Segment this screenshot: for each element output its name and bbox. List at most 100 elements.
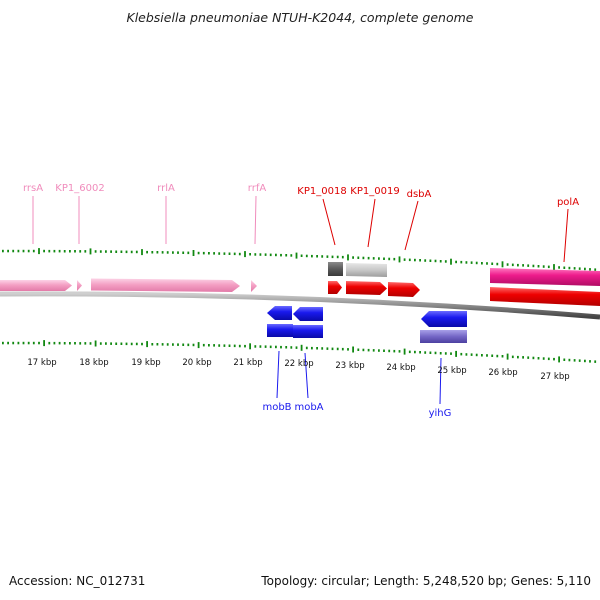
minor-tick (547, 265, 550, 269)
minor-tick (527, 264, 530, 267)
gene-KP1_0019-feature[interactable] (346, 281, 387, 295)
gene-mobB-feature[interactable] (267, 324, 293, 337)
minor-tick (486, 354, 488, 357)
minor-tick (187, 343, 190, 347)
minor-tick (372, 257, 375, 260)
scale-label: 27 kbp (540, 372, 569, 382)
major-tick (558, 356, 560, 363)
leader-yihG (439, 357, 442, 405)
gene-mobA-feature[interactable] (293, 325, 323, 338)
minor-tick (424, 259, 427, 262)
minor-tick (455, 260, 457, 264)
minor-tick (120, 250, 123, 253)
gene-label-polA[interactable]: polA (557, 197, 579, 208)
minor-tick (264, 345, 267, 348)
minor-tick (450, 352, 452, 355)
major-tick (295, 252, 298, 259)
major-tick (455, 350, 457, 357)
gene-yihG-feature[interactable] (421, 311, 467, 327)
minor-tick (17, 341, 20, 345)
inner-tick-row (2, 340, 597, 363)
gene-label-rrfA[interactable]: rrfA (248, 183, 267, 194)
gene-KP1_0019-pseudo-feature[interactable] (346, 263, 387, 277)
minor-tick (202, 343, 205, 347)
leader-mobB (276, 350, 280, 399)
minor-tick (578, 359, 581, 362)
minor-tick (460, 260, 463, 264)
gene-label-mobB[interactable]: mobB (262, 402, 291, 413)
gene-label-rrlA[interactable]: rrlA (157, 183, 175, 194)
minor-tick (43, 249, 45, 253)
minor-tick (275, 253, 277, 257)
minor-tick (357, 348, 360, 351)
gene-label-dsbA[interactable]: dsbA (407, 189, 432, 200)
gene-KP1_6002-feature[interactable] (77, 280, 82, 291)
gene-dsbA-feature[interactable] (388, 282, 420, 297)
gene-yihG-shadow-feature[interactable] (420, 330, 467, 343)
minor-tick (326, 347, 329, 350)
gene-label-mobA[interactable]: mobA (294, 402, 323, 413)
gene-rrfA-feature[interactable] (251, 280, 257, 292)
minor-tick (594, 360, 597, 363)
minor-tick (589, 268, 591, 271)
gene-polA-top-feature[interactable] (490, 268, 600, 286)
scale-label: 24 kbp (386, 363, 415, 373)
minor-tick (63, 342, 66, 345)
major-tick (352, 346, 354, 353)
minor-tick (53, 341, 56, 345)
gene-label-KP1_6002[interactable]: KP1_6002 (55, 183, 104, 194)
genome-backbone (0, 291, 600, 320)
major-tick (398, 256, 401, 263)
major-tick (501, 261, 504, 268)
map-title: Klebsiella pneumoniae NTUH-K2044, comple… (126, 10, 474, 25)
minor-tick (192, 343, 195, 347)
minor-tick (84, 342, 87, 345)
minor-tick (522, 356, 524, 359)
minor-tick (53, 249, 56, 253)
gene-label-rrsA[interactable]: rrsA (23, 183, 43, 194)
minor-tick (264, 253, 267, 256)
minor-tick (326, 255, 329, 258)
gene-mobB-top-feature[interactable] (267, 306, 292, 320)
major-tick (141, 249, 143, 256)
minor-tick (32, 249, 35, 253)
major-tick (192, 250, 195, 256)
minor-tick (419, 351, 421, 354)
minor-tick (331, 347, 334, 351)
gene-label-yihG[interactable]: yihG (429, 408, 452, 419)
minor-tick (74, 250, 76, 253)
scale-label: 22 kbp (284, 359, 313, 369)
minor-tick (321, 347, 324, 350)
minor-tick (218, 252, 221, 255)
minor-tick (532, 356, 535, 360)
gene-KP1_0018-pseudo-feature[interactable] (328, 262, 343, 276)
minor-tick (511, 263, 514, 267)
minor-tick (300, 254, 303, 257)
minor-tick (69, 342, 71, 345)
minor-tick (305, 346, 308, 350)
gene-rrsA-feature[interactable] (0, 280, 72, 291)
leader-KP1_0018 (322, 198, 336, 246)
gene-rrlA-feature[interactable] (91, 278, 240, 293)
minor-tick (2, 341, 4, 345)
minor-tick (22, 249, 25, 253)
gene-label-KP1_0018[interactable]: KP1_0018 (297, 186, 346, 197)
minor-tick (141, 342, 143, 346)
minor-tick (99, 250, 102, 253)
minor-tick (63, 250, 66, 253)
minor-tick (151, 343, 154, 346)
major-tick (94, 340, 97, 347)
minor-tick (156, 343, 159, 346)
minor-tick (213, 344, 215, 347)
gene-mobA-top-feature[interactable] (293, 307, 323, 321)
gene-label-KP1_0019[interactable]: KP1_0019 (350, 186, 399, 197)
minor-tick (233, 252, 236, 256)
major-tick (244, 251, 246, 258)
gene-polA-feature[interactable] (490, 287, 600, 306)
minor-tick (115, 342, 118, 345)
gene-KP1_0018-feature[interactable] (328, 281, 342, 294)
major-tick (403, 348, 406, 355)
minor-tick (161, 251, 164, 254)
minor-tick (388, 257, 391, 261)
major-tick (197, 342, 200, 349)
